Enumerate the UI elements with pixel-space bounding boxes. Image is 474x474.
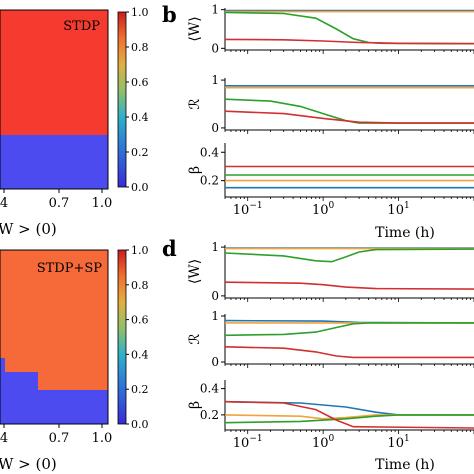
colorbar (117, 249, 127, 425)
colorbar-tick-label: 0.4 (131, 348, 149, 361)
x-tick-label: 100 (312, 434, 335, 451)
colorbar-tick-label: 0.0 (131, 181, 149, 194)
heatmap-label: STDP (63, 19, 100, 34)
heatmap-region-lower (0, 135, 108, 189)
y-axis-label: β (187, 166, 203, 174)
time-axis-label: Time (h) (375, 225, 435, 241)
colorbar-tick-label: 0.6 (131, 76, 149, 89)
heatmap-region-lower (0, 372, 38, 390)
time-axis-label: Time (h) (375, 457, 435, 473)
heatmap-xtick-label: 0.7 (49, 431, 70, 446)
heatmap-xlabel: W > (0) (0, 455, 57, 473)
colorbar-ticks: 0.0 0.2 0.4 0.6 0.8 1.0 (126, 6, 149, 194)
y-tick-label: 0.4 (200, 382, 219, 396)
colorbar-tick-label: 0.0 (131, 418, 149, 431)
y-tick-label: 0 (211, 289, 219, 303)
x-tick-label: 10−1 (233, 434, 263, 451)
subplot: 0.2 0.4 β (187, 380, 474, 434)
y-axis-label: ℛ (187, 98, 203, 109)
y-tick-label: 0.4 (200, 145, 219, 159)
series-line-green (224, 98, 474, 124)
y-tick-label: 1 (211, 309, 219, 323)
y-axis-label: ⟨W⟩ (187, 16, 203, 41)
heatmap-xtick-label: 1.0 (92, 196, 113, 211)
series-line-red (224, 400, 474, 429)
x-tick-label: 101 (387, 434, 409, 451)
x-tick-label: 10−1 (233, 201, 263, 218)
heatmap-xtick-label: 4 (0, 196, 8, 211)
heatmap-xticks: 4 0.7 1.0 (0, 189, 112, 211)
series-line-red (224, 281, 474, 290)
series-line-red (224, 38, 474, 45)
y-tick-label: 1 (211, 73, 219, 87)
heatmap-xtick-label: 1.0 (92, 431, 113, 446)
y-tick-label: 1 (211, 3, 219, 17)
subplot: 0 1ℛ (187, 309, 474, 369)
heatmap-region-lower (0, 390, 108, 424)
colorbar-tick-label: 0.6 (131, 314, 149, 327)
series-line-green (224, 248, 474, 263)
y-axis-label: ⟨W⟩ (187, 259, 203, 284)
x-tick-label: 101 (387, 201, 409, 218)
colorbar-tick-label: 1.0 (131, 244, 149, 257)
colorbar-tick-label: 0.8 (131, 41, 149, 54)
y-tick-label: 0.2 (200, 408, 219, 422)
heatmap-frame (0, 9, 109, 190)
y-tick-label: 0 (211, 41, 219, 55)
heatmap-region-upper (0, 10, 108, 135)
subplot: 0 1 ⟨W⟩ (187, 3, 474, 55)
colorbar-tick-label: 0.2 (131, 383, 149, 396)
colorbar-tick-label: 1.0 (131, 6, 149, 19)
series-line-green (224, 322, 474, 337)
panel-label-b: b (162, 2, 177, 27)
heatmap-stdp: STDP 4 0.7 1.0 W > (0) 0.0 0.2 0.4 0.6 0.8 1.0 (0, 6, 149, 238)
series-line-red (224, 110, 474, 124)
y-tick-label: 1 (211, 240, 219, 254)
x-tick-label: 100 (312, 201, 335, 218)
series-line-red (224, 346, 474, 359)
colorbar-tick-label: 0.4 (131, 111, 149, 124)
heatmap-region-upper (0, 250, 108, 390)
heatmap-xlabel: W > (0) (0, 220, 57, 238)
y-tick-label: 0.2 (200, 174, 219, 188)
heatmap-stdp-sp: STDP+SP 4 0.7 1.0 W > (0) 0.0 0.2 0.4 0.6 0.8 1… (0, 244, 149, 473)
heatmap-xtick-label: 4 (0, 431, 8, 446)
subplot: 0.2 0.4 β (187, 143, 474, 201)
series-line-green (224, 414, 474, 424)
heatmap-label: STDP+SP (37, 261, 103, 276)
y-axis-label: β (187, 401, 203, 409)
series-line-blue (224, 400, 474, 416)
heatmap-xtick-label: 0.7 (49, 196, 70, 211)
heatmap-xticks: 4 0.7 1.0 (0, 424, 112, 446)
heatmap-frame (0, 249, 109, 425)
colorbar (117, 11, 127, 188)
colorbar-ticks: 0.0 0.2 0.4 0.6 0.8 1.0 (126, 244, 149, 431)
subplot: 0 1ℛ (187, 73, 474, 135)
colorbar-tick-label: 0.2 (131, 146, 149, 159)
y-tick-label: 0 (211, 355, 219, 369)
panel-label-d: d (162, 236, 177, 261)
y-tick-label: 0 (211, 121, 219, 135)
y-axis-label: ℛ (187, 333, 203, 344)
subplot: 0 1 ⟨W⟩ (187, 240, 474, 303)
colorbar-tick-label: 0.8 (131, 279, 149, 292)
